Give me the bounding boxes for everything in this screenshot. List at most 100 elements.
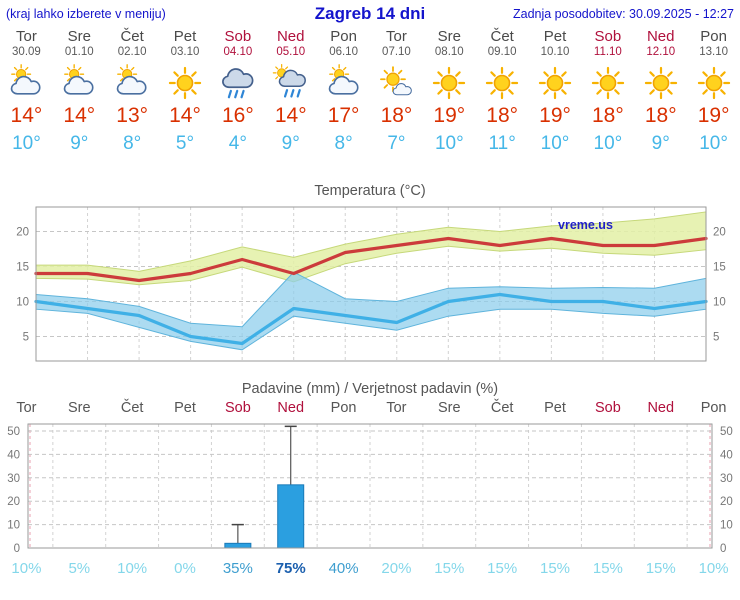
precip-ytick-left: 30 (7, 473, 20, 485)
min-temperature: 10° (540, 133, 570, 154)
day-name: Sre (67, 28, 91, 45)
day-date: 11.10 (593, 46, 622, 58)
day-date: 07.10 (382, 46, 411, 58)
precip-probability: 15% (592, 560, 623, 577)
day-date: 02.10 (117, 46, 147, 58)
sun-icon (483, 64, 521, 102)
temp-ytick-left: 20 (16, 227, 29, 239)
max-temperature: 18° (644, 104, 677, 127)
precip-day-label: Pon (700, 400, 727, 416)
min-temperature: 10° (593, 133, 623, 154)
cloud-sun-icon (113, 64, 151, 102)
menu-hint: (kraj lahko izberete v meniju) (6, 7, 166, 21)
precip-probability: 15% (645, 560, 676, 577)
precip-ytick-right: 10 (720, 520, 733, 532)
forecast-day-2[interactable]: Sre 01.10 14° 9° (53, 28, 106, 155)
precip-ytick-left: 20 (7, 496, 20, 508)
forecast-day-11[interactable]: Pet 10.10 19° 10° (529, 28, 582, 155)
day-date: 04.10 (223, 46, 253, 58)
precip-ytick-left: 50 (7, 426, 20, 438)
forecast-day-13[interactable]: Ned 12.10 18° 9° (634, 28, 687, 155)
max-temperature: 14° (169, 104, 201, 127)
day-name: Pon (330, 28, 357, 45)
min-temperature: 10° (434, 133, 464, 154)
precip-probability: 10% (117, 560, 148, 577)
precip-probability: 15% (487, 560, 518, 577)
forecast-day-1[interactable]: Tor 30.09 14° 10° (0, 28, 53, 155)
precip-ytick-left: 10 (7, 520, 20, 532)
sun-icon (166, 64, 204, 102)
min-temp-line (34, 292, 708, 346)
precip-probability: 0% (174, 560, 196, 577)
day-name: Čet (490, 28, 514, 45)
max-temperature: 19° (433, 104, 466, 127)
forecast-day-4[interactable]: Pet 03.10 14° 5° (159, 28, 212, 155)
precip-day-label: Tor (16, 400, 37, 416)
forecast-strip: Tor 30.09 14° 10° Sre 01.10 14° 9° Čet 02.10 13° 8°… (0, 28, 740, 155)
max-temperature: 14° (274, 104, 307, 127)
precip-day-label: Sre (68, 400, 91, 416)
precip-probability: 5% (68, 560, 91, 577)
day-name: Čet (120, 28, 144, 45)
last-updated: Zadnja posodobitev: 30.09.2025 - 12:27 (512, 7, 734, 21)
precip-ytick-right: 50 (720, 426, 733, 438)
forecast-day-12[interactable]: Sob 11.10 18° 10° (581, 28, 634, 155)
day-date: 08.10 (434, 46, 464, 58)
min-temperature: 5° (175, 133, 195, 154)
temp-ytick-right: 10 (713, 297, 726, 309)
temp-ytick-right: 15 (713, 262, 726, 274)
precip-day-label: Pon (330, 400, 357, 416)
max-temperature: 19° (697, 104, 730, 127)
forecast-day-5[interactable]: Sob 04.10 16° 4° (211, 28, 264, 155)
forecast-day-7[interactable]: Pon 06.10 17° 8° (317, 28, 370, 155)
min-temperature: 4° (228, 133, 247, 154)
precip-bar (224, 542, 252, 549)
precip-day-label: Ned (277, 400, 305, 416)
precip-day-label: Čet (120, 400, 144, 416)
min-temperature: 9° (281, 133, 300, 154)
temperature-plot: 5 5 10 10 15 15 20 20 vreme.us (16, 206, 726, 362)
day-name: Ned (646, 28, 675, 45)
temp-ytick-left: 10 (16, 297, 29, 309)
forecast-day-14[interactable]: Pon 13.10 19° 10° (687, 28, 740, 155)
forecast-day-6[interactable]: Ned 05.10 14° 9° (264, 28, 317, 155)
cloud-sun-icon (7, 64, 45, 102)
precip-day-label: Tor (386, 400, 407, 416)
forecast-day-9[interactable]: Sre 08.10 19° 10° (423, 28, 476, 155)
forecast-day-3[interactable]: Čet 02.10 13° 8° (106, 28, 159, 155)
forecast-day-8[interactable]: Tor 07.10 18° 7° (370, 28, 423, 155)
day-date: 13.10 (699, 46, 728, 58)
temp-ytick-left: 5 (23, 332, 29, 344)
precip-day-label: Ned (647, 400, 675, 416)
forecast-day-10[interactable]: Čet 09.10 18° 11° (476, 28, 529, 155)
max-temperature: 18° (486, 104, 519, 127)
sun-icon (642, 64, 680, 102)
precip-day-label: Pet (544, 400, 566, 416)
precip-day-label: Sob (224, 400, 251, 416)
precip-ytick-left: 0 (14, 543, 20, 555)
day-name: Pet (543, 28, 567, 45)
precip-bar (277, 484, 305, 549)
day-name: Pon (700, 28, 727, 45)
temp-ytick-left: 15 (16, 262, 29, 274)
day-name: Sob (224, 28, 252, 45)
temp-ytick-right: 5 (713, 332, 719, 344)
cloud-sun-icon (325, 64, 363, 102)
min-temperature: 9° (651, 133, 670, 154)
precip-probability: 15% (434, 560, 465, 577)
precip-probability: 20% (381, 560, 412, 577)
precip-day-labels: Tor Sre Čet Pet Sob Ned Pon Tor Sre Čet Pet Sob Ned P… (0, 400, 740, 416)
day-name: Sob (594, 28, 622, 45)
precip-probability: 15% (540, 560, 571, 577)
min-temperature: 8° (334, 133, 353, 154)
precip-chart-title: Padavine (mm) / Verjetnost padavin (%) (241, 381, 499, 397)
min-temperature: 10° (12, 133, 41, 154)
temp-ytick-right: 20 (713, 227, 726, 239)
day-name: Pet (173, 28, 197, 45)
sun-icon (430, 64, 468, 102)
precip-probability: 10% (698, 560, 729, 577)
max-temperature: 18° (380, 104, 413, 127)
cloud-sun-icon (60, 64, 98, 102)
day-date: 01.10 (64, 46, 94, 58)
max-temperature: 14° (63, 104, 96, 127)
